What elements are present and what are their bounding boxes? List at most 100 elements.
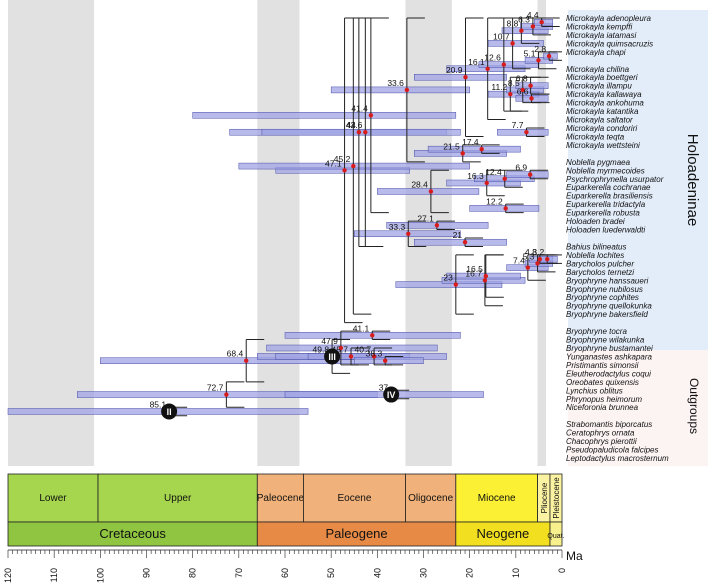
node-support-dot [368, 113, 374, 118]
taxon-label: Bahius bilineatus [566, 242, 626, 251]
epoch-label: Oligocene [408, 493, 453, 504]
taxon-label: Bryophryne nubilosus [566, 285, 643, 294]
node-support-dot [371, 354, 377, 359]
node-support-dot [406, 231, 411, 236]
node-age-label: 5.1 [524, 48, 536, 58]
epoch-cell [256, 473, 304, 523]
node-support-dot [537, 256, 543, 262]
taxon-label: Chacophrys pierottii [566, 437, 637, 446]
node-support-dot [342, 168, 347, 173]
node-age-label: 11.2 [491, 82, 507, 92]
ingroup-label: Holoadeninae [684, 134, 701, 227]
taxon-label: Euparkerella tridactyla [566, 200, 646, 209]
node-age-label: 45.7 [331, 344, 348, 354]
taxon-label: Microkayla saltator [566, 116, 633, 125]
node-age-label: 21 [453, 230, 463, 240]
ci-bar [414, 73, 507, 81]
node-age-label: 49.8 [313, 344, 330, 354]
taxon-label: Microkayla condoriri [566, 124, 637, 133]
axis-tick-label: 20 [465, 568, 475, 578]
calibration-marker-label: III [328, 352, 336, 362]
taxon-label: Euparkerella cochranae [566, 183, 651, 192]
node-support-dot [484, 180, 489, 186]
taxon-label: Eleutherodactylus coqui [566, 369, 651, 378]
node-support-dot [527, 172, 533, 177]
node-age-label: 38.3 [366, 349, 383, 359]
node-age-label: 47.9 [321, 336, 338, 346]
node-age-label: 42.6 [346, 120, 363, 130]
epoch-cell [405, 473, 457, 523]
ci-bar [414, 238, 507, 246]
axis-tick-label: 40 [372, 568, 382, 578]
axis-tick-label: 100 [95, 568, 105, 583]
node-support-dot [404, 87, 410, 93]
node-age-label: 2.8 [534, 44, 546, 54]
node-age-label: 6.6 [517, 86, 529, 96]
epoch-label: Paleocene [257, 493, 305, 504]
taxon-label: Yunganastes ashkapara [566, 352, 653, 361]
ci-bar [330, 86, 470, 94]
calibration-marker [161, 403, 178, 420]
node-support-dot [539, 20, 544, 25]
node-age-label: 6.9 [515, 163, 527, 173]
node-age-label: 47.1 [325, 158, 342, 168]
ci-bar [261, 128, 461, 136]
node-support-dot [535, 261, 540, 266]
node-age-label: 3.2 [532, 247, 544, 257]
node-support-dot [462, 240, 468, 245]
node-support-dot [428, 189, 434, 194]
period-cell [549, 521, 563, 547]
outgroup-shading [568, 350, 708, 466]
calibration-marker [383, 386, 400, 403]
ci-bar [497, 128, 549, 136]
ci-bar [427, 145, 521, 153]
taxon-label: Barycholos pulcher [566, 259, 634, 268]
node-age-label: 12.4 [485, 167, 502, 177]
node-support-dot [479, 146, 484, 152]
epoch-label: Lower [39, 493, 67, 504]
calibration-marker-label: II [167, 407, 172, 417]
taxon-label: Psychrophrynella usurpator [566, 175, 664, 184]
node-age-label: 4.4 [527, 10, 539, 20]
epoch-band [257, 0, 300, 466]
taxon-label: Bryophryne wilakunka [566, 336, 645, 345]
node-support-dot [370, 333, 375, 338]
taxon-label: Bryophryne cophites [566, 293, 639, 302]
axis-unit-label: Ma [566, 549, 583, 563]
taxon-label: Lynchius oblitus [566, 386, 623, 395]
taxon-label: Noblella pygmaea [566, 158, 631, 167]
axis-tick-label: 10 [511, 568, 521, 578]
node-support-dot [382, 358, 388, 363]
taxon-label: Microkayla quimsacruzis [566, 39, 653, 48]
node-age-label: 27.1 [417, 213, 434, 223]
node-age-label: 16.5 [466, 264, 483, 274]
epoch-band [8, 0, 95, 466]
node-support-dot [508, 91, 513, 97]
taxon-label: Noblella myrmecoides [566, 166, 645, 175]
node-support-dot [536, 58, 541, 63]
node-age-label: 72.7 [207, 383, 224, 393]
node-support-dot [363, 130, 368, 135]
node-age-label: 8.5 [508, 78, 520, 88]
axis-tick-label: 50 [326, 568, 336, 578]
node-support-dot [503, 206, 508, 211]
taxon-label: Niceforonia brunnea [566, 403, 639, 412]
node-age-label: 6.3 [518, 14, 530, 24]
taxon-label: Microkayla wettsteini [566, 141, 640, 150]
node-age-label: 41.1 [353, 323, 370, 333]
taxon-label: Microkayla chapi [566, 48, 626, 57]
node-age-label: 7.7 [512, 120, 524, 130]
taxon-label: Microkayla adenopleura [566, 14, 651, 23]
node-support-dot [338, 345, 344, 351]
node-age-label: 16.1 [468, 57, 485, 67]
node-age-labels: 85.1 72.7 37 68.4 49.847.945.7 40.738.3 41.1 47… [150, 10, 547, 409]
node-support-dot [520, 87, 525, 93]
node-support-dot [545, 256, 550, 262]
taxon-label: Bryophryne bakersfield [566, 310, 648, 319]
node-support-dot [453, 282, 459, 287]
node-age-label: 8.8 [507, 19, 519, 29]
node-age-label: 17.4 [462, 137, 479, 147]
period-label: Cretaceous [99, 526, 166, 541]
